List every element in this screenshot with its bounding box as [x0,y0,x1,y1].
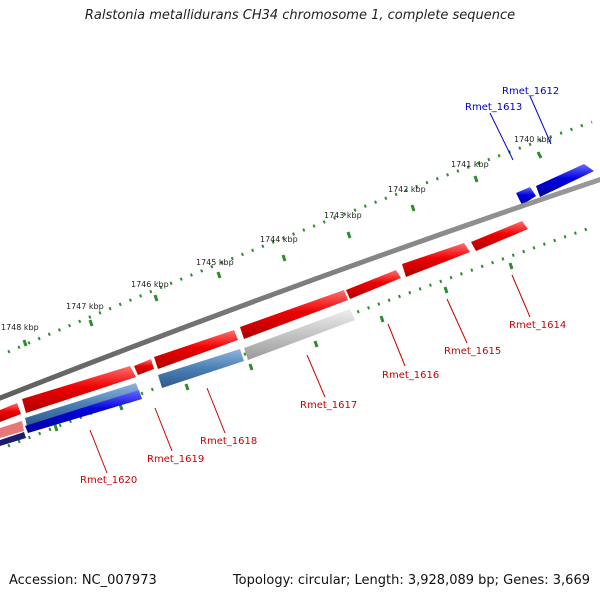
gene-label-rmet-1614[interactable]: Rmet_1614 [509,320,566,331]
label-leader-lines [89,95,552,474]
gene-arrow-rmet-1617[interactable] [244,309,355,360]
gene-label-rmet-1619[interactable]: Rmet_1619 [147,454,204,465]
gene-arrow-rmet-1619[interactable] [134,359,154,375]
kbp-label: 1748 kbp [1,323,39,332]
kbp-label: 1745 kbp [196,258,234,267]
gene-label-rmet-1615[interactable]: Rmet_1615 [444,346,501,357]
map-title: Ralstonia metallidurans CH34 chromosome … [84,8,516,23]
kbp-label: 1743 kbp [324,211,362,220]
accession-text: Accession: NC_007973 [9,573,157,588]
gene-label-rmet-1616[interactable]: Rmet_1616 [382,370,439,381]
kbp-label: 1741 kbp [451,160,489,169]
kbp-label: 1747 kbp [66,302,104,311]
gene-arrow-salmon-left[interactable] [0,421,24,438]
gene-arrow-steel-left[interactable] [25,383,139,426]
kbp-label: 1746 kbp [131,280,169,289]
gene-arrow-edge-left[interactable] [0,403,21,422]
gene-arrow-rmet-1612[interactable] [536,164,594,197]
gene-label-rmet-1617[interactable]: Rmet_1617 [300,400,357,411]
gene-arrow-rmet-1618[interactable] [158,349,244,388]
gene-label-rmet-1618[interactable]: Rmet_1618 [200,436,257,447]
gene-arrow-rmet-1614[interactable] [471,221,528,251]
gene-label-rmet-1612[interactable]: Rmet_1612 [502,86,559,97]
genome-backbone [0,177,600,401]
gene-arrow-rmet-1616b[interactable] [240,290,348,339]
gene-arrow-navy-left[interactable] [0,432,26,446]
gene-label-rmet-1613[interactable]: Rmet_1613 [465,102,522,113]
gene-arrow-rmet-1615[interactable] [402,243,470,277]
gene-arrow-rmet-1617-top[interactable] [154,330,238,369]
outer-major-ticks [22,151,543,347]
gene-arrow-rmet-1620[interactable] [25,390,142,433]
gene-arrow-rmet-1620-top[interactable] [22,366,136,413]
gene-arrow-rmet-1613[interactable] [516,187,536,205]
kbp-label: 1744 kbp [260,235,298,244]
gene-arrow-rmet-1616a[interactable] [346,270,401,299]
gene-label-rmet-1620[interactable]: Rmet_1620 [80,475,137,486]
inner-major-ticks [53,262,514,432]
kbp-label: 1740 kbp [514,135,552,144]
genome-summary-text: Topology: circular; Length: 3,928,089 bp… [232,573,590,588]
kbp-label: 1742 kbp [388,185,426,194]
